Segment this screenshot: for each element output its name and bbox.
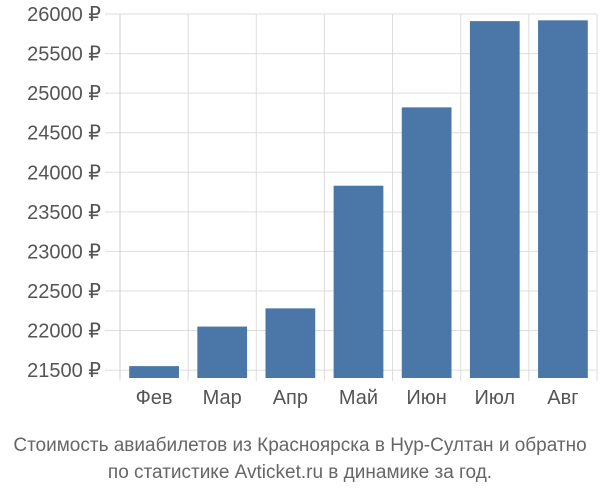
bar-4	[333, 185, 384, 378]
x-tick-labels: Фев Мар Апр Май Июн Июл Авг	[136, 387, 579, 409]
y-tick-label: 24000 ₽	[27, 162, 101, 184]
y-tick-label: 26000 ₽	[27, 4, 101, 26]
y-tick-label: 23000 ₽	[27, 241, 101, 263]
bar-3	[265, 308, 316, 378]
x-tick-label: Фев	[136, 387, 173, 409]
bar-7	[538, 20, 588, 378]
y-tick-label: 25500 ₽	[27, 44, 101, 66]
x-tick-label: Июн	[406, 387, 446, 409]
x-tick-label: Апр	[273, 387, 308, 409]
bar-6	[469, 21, 520, 379]
y-tick-label: 23500 ₽	[27, 202, 101, 224]
y-tick-label: 24500 ₽	[27, 123, 101, 145]
x-tick-label: Май	[339, 387, 378, 409]
y-tick-label: 22000 ₽	[27, 321, 101, 343]
bar-chart: 21500 ₽ 22000 ₽ 22500 ₽ 23000 ₽ 23500 ₽ 24000…	[27, 4, 598, 409]
y-tick-label: 21500 ₽	[27, 360, 101, 382]
x-tick-label: Июл	[474, 387, 515, 409]
bar-2	[197, 326, 248, 378]
y-tick-label: 25000 ₽	[27, 83, 101, 105]
x-tick-label: Мар	[203, 387, 242, 409]
bar-1	[129, 366, 179, 378]
chart-caption-line-2: по статистике Avticket.ru в динамике за …	[107, 462, 493, 483]
bars	[129, 20, 588, 379]
bar-5	[401, 107, 452, 379]
chart-caption-line-1: Стоимость авиабилетов из Красноярска в Н…	[13, 435, 587, 456]
y-tick-label: 22500 ₽	[27, 281, 101, 303]
y-tick-labels: 21500 ₽ 22000 ₽ 22500 ₽ 23000 ₽ 23500 ₽ 24000…	[27, 4, 101, 382]
x-tick-label: Авг	[547, 387, 578, 409]
